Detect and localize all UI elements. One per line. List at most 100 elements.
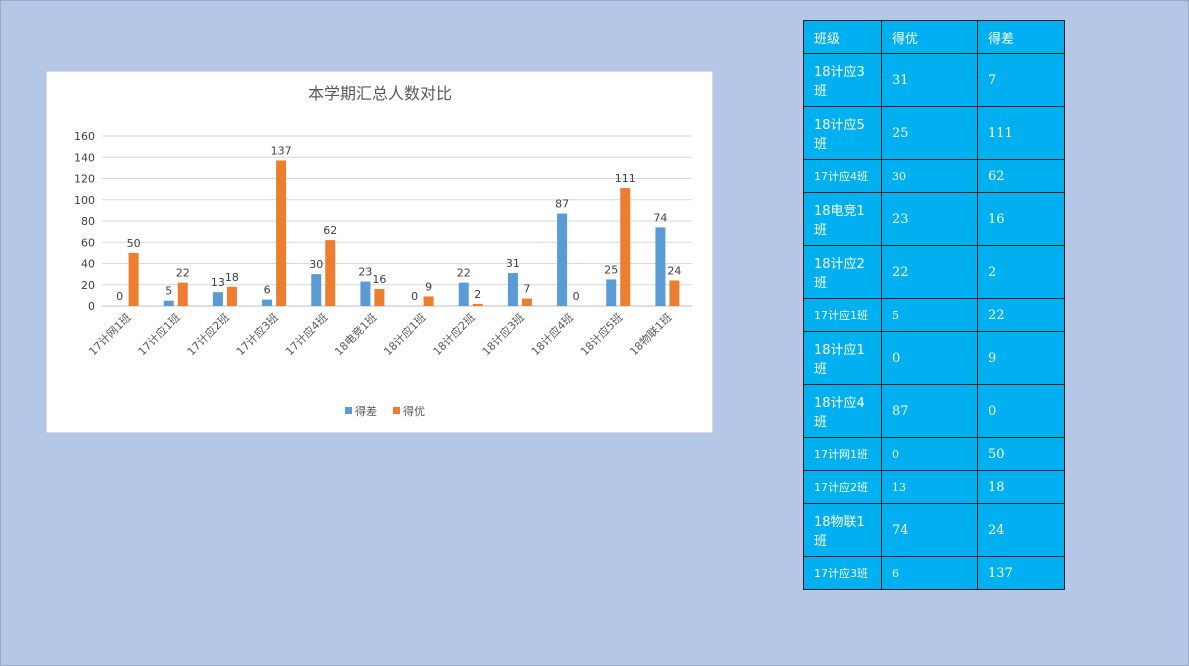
bar-decha [360,281,371,306]
x-tick-label: 18电竞1班 [331,310,379,358]
table-cell: 18计应4班 [803,384,882,438]
bar-decha [606,279,617,306]
table-cell: 0 [881,437,978,471]
y-tick-label: 0 [88,300,95,313]
bar-decha [262,299,273,306]
table-cell: 18物联1班 [803,503,882,557]
legend-label: 得优 [403,405,425,418]
table-row: 18电竞1班 23 16 [803,192,1065,246]
legend-label: 得差 [355,404,377,418]
table-row: 17计网1班 0 50 [803,437,1065,471]
x-tick-label: 18物联1班 [626,310,674,358]
table-cell: 2 [977,245,1065,299]
bar-deyou [423,296,434,306]
data-label: 16 [372,273,386,286]
table-cell: 7 [977,53,1065,107]
x-tick-label: 17计应2班 [184,310,232,358]
table-cell: 137 [977,556,1065,590]
table-cell: 24 [977,503,1065,557]
x-tick-label: 18计应3班 [479,310,527,358]
chart-panel[interactable]: 本学期汇总人数对比 0 20 40 60 80 100 120 140 160 0 50 17计网1班 5… [46,71,713,433]
data-label: 13 [211,276,225,289]
bar-deyou [620,188,631,306]
table-cell: 6 [881,556,978,590]
table-cell: 0 [977,384,1065,438]
table-header-cell: 班级 [803,20,882,54]
data-label: 18 [225,271,239,284]
data-label: 74 [653,211,667,224]
bar-decha [163,300,174,306]
data-label: 6 [264,284,271,297]
bar-decha [212,292,223,306]
table-cell: 22 [881,245,978,299]
data-label: 0 [116,290,123,303]
x-tick-label: 17计应4班 [282,310,330,358]
table-cell: 17计应1班 [803,298,882,332]
x-tick-label: 17计网1班 [86,311,133,358]
x-tick-label: 18计应4班 [528,310,576,358]
bar-deyou [128,252,139,306]
table-cell: 18电竞1班 [803,192,882,246]
x-tick-label: 18计应2班 [430,310,478,358]
x-tick-label: 18计应1班 [381,310,429,358]
table-header-cell: 得差 [977,20,1065,54]
data-label: 22 [176,267,190,280]
data-label: 24 [667,265,681,278]
data-label: 9 [425,280,432,293]
data-label: 5 [165,285,172,298]
table-cell: 5 [881,298,978,332]
x-tick-label: 17计应1班 [135,310,183,358]
y-tick-label: 60 [81,236,95,249]
data-label: 0 [573,290,580,303]
table-cell: 31 [881,53,978,107]
bar-deyou [374,289,385,306]
y-tick-label: 160 [74,130,95,143]
bar-deyou [521,298,532,306]
table-cell: 18计应2班 [803,245,882,299]
data-label: 22 [457,267,471,280]
table-cell: 18计应3班 [803,53,882,107]
table-row: 18计应5班 25 111 [803,106,1065,160]
table-cell: 25 [881,106,978,160]
table-cell: 18计应5班 [803,106,882,160]
table-cell: 30 [881,159,978,193]
data-label: 0 [411,290,418,303]
table-cell: 111 [977,106,1065,160]
data-label: 137 [271,144,292,157]
table-row: 18计应2班 22 2 [803,245,1065,299]
table-cell: 16 [977,192,1065,246]
data-label: 7 [523,283,530,296]
table-cell: 23 [881,192,978,246]
bar-decha [655,227,666,306]
table-cell: 18 [977,470,1065,504]
x-tick-label: 18计应5班 [577,310,625,358]
bar-chart: 本学期汇总人数对比02040608010012014016005017计网1班5… [74,84,692,418]
table-cell: 9 [977,331,1065,385]
bar-deyou [226,286,237,306]
table-cell: 74 [881,503,978,557]
table-row: 18计应3班 31 7 [803,53,1065,107]
table-cell: 50 [977,437,1065,471]
table-cell: 18计应1班 [803,331,882,385]
y-tick-label: 100 [74,194,95,207]
bar-decha [557,213,568,306]
table-row: 18物联1班 74 24 [803,503,1065,557]
data-table: 班级 得优 得差 18计应3班 31 7 18计应5班 25 111 17计应4班 30 62 18电竞… [803,20,1065,590]
data-label: 50 [127,237,141,250]
data-label: 62 [323,224,337,237]
table-row: 17计应4班 30 62 [803,159,1065,193]
table-row: 17计应3班 6 137 [803,556,1065,590]
y-tick-label: 80 [81,215,95,228]
table-cell: 62 [977,159,1065,193]
y-tick-label: 20 [81,279,95,292]
table-cell: 13 [881,470,978,504]
legend-swatch [393,407,400,414]
data-label: 30 [309,258,323,271]
table-row: 18计应1班 0 9 [803,331,1065,385]
data-label: 23 [358,266,372,279]
chart-title: 本学期汇总人数对比 [308,84,452,103]
table-cell: 17计应4班 [803,159,882,193]
bar-decha [458,282,469,306]
data-label: 25 [604,263,618,276]
table-header-cell: 得优 [881,20,978,54]
